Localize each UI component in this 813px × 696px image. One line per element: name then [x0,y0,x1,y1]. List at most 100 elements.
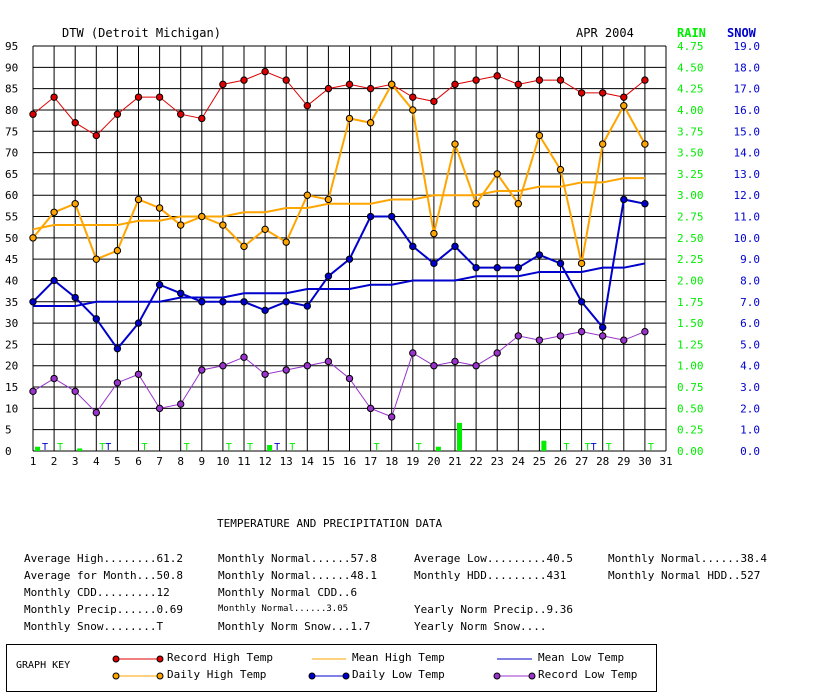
x-tick-label: 14 [301,455,315,468]
point-daily-low [29,298,37,306]
stat-cell: Monthly Normal CDD..6 [218,586,358,599]
key-swatch-marker [112,672,120,680]
snow-trace-mark: T [591,442,597,453]
point-daily-high [71,200,79,208]
point-daily-low [282,298,290,306]
key-label: Record Low Temp [538,668,638,681]
x-tick-label: 12 [258,455,271,468]
snow-tick-label: 1.0 [740,424,760,437]
rain-tick-label: 4.00 [677,104,704,117]
point-record-low [282,366,290,374]
graph-key-swatches [112,655,536,680]
snow-tick-label: 16.0 [734,104,761,117]
y-tick-label: 95 [5,40,18,53]
snow-tick-label: 17.0 [734,83,761,96]
point-record-high [535,76,544,84]
series-line-mean-low [33,262,646,308]
rain-trace-mark: T [184,442,190,453]
point-daily-high [641,140,649,148]
point-daily-low [514,263,522,272]
rain-trace-mark: T [226,442,232,453]
point-record-high [641,76,649,84]
point-record-high [599,89,607,97]
x-tick-label: 30 [638,455,651,468]
graph-key-title: GRAPH KEY [16,660,71,671]
rain-trace-mark: T [606,442,612,453]
stat-cell: Monthly Normal......48.1 [218,569,377,582]
snow-tick-label: 4.0 [740,360,760,373]
rain-trace-mark: T [585,442,591,453]
point-record-low [155,404,164,413]
point-record-low [324,357,333,366]
point-daily-high [29,234,37,242]
rain-tick-label: 2.25 [677,253,704,266]
snow-tick-label: 14.0 [734,147,761,160]
key-label: Mean Low Temp [538,651,625,664]
point-daily-low [388,212,396,221]
point-daily-low [472,263,480,272]
stat-cell: Average for Month...50.8 [24,569,183,582]
x-tick-label: 21 [448,455,461,468]
point-daily-high [240,242,248,251]
rain-trace-mark: T [416,442,422,453]
point-record-high [514,80,522,89]
x-tick-label: 17 [364,455,377,468]
key-swatch-marker [112,655,120,663]
point-record-low [514,332,522,340]
y-tick-label: 35 [5,296,18,309]
rain-tick-label: 3.50 [677,147,704,160]
stat-cell: Monthly CDD.........12 [24,586,170,599]
point-daily-high [472,200,480,208]
rain-trace-mark: T [564,442,570,453]
point-daily-high [430,229,438,238]
x-tick-label: 27 [575,455,588,468]
snow-trace-mark: T [105,442,111,453]
point-daily-high [620,101,628,110]
rain-tick-label: 0.75 [677,381,704,394]
point-daily-low [240,298,248,306]
point-record-high [282,76,290,84]
y-tick-label: 80 [5,104,18,117]
series-line-daily-high [32,82,646,264]
rain-tick-label: 3.00 [677,189,704,202]
series-line-mean-high [32,177,645,231]
point-record-high [366,84,375,93]
rain-bar [77,448,83,451]
point-daily-high [92,255,101,263]
x-tick-label: 28 [596,455,609,468]
point-record-high [577,89,586,97]
point-record-high [50,93,58,101]
chart-series [29,67,649,421]
point-record-low [535,336,544,344]
x-tick-label: 2 [51,455,58,468]
point-record-high [92,131,101,140]
point-daily-high [409,106,417,114]
precip-bars: T T T T T T T T T T T T TT T T T [35,422,654,453]
key-swatch-marker [493,672,501,680]
x-tick-label: 22 [469,455,482,468]
point-daily-high [388,80,396,89]
point-daily-low [451,242,459,251]
snow-tick-label: 10.0 [734,232,761,245]
point-record-low [29,387,37,396]
rain-bar [267,445,273,451]
rain-tick-label: 0.00 [677,445,704,458]
x-tick-label: 8 [177,455,184,468]
point-record-high [113,110,122,118]
y-tick-label: 85 [5,83,18,96]
point-record-high [261,67,269,76]
point-daily-high [219,221,227,229]
y-tick-label: 10 [5,402,18,415]
point-record-low [198,366,206,374]
point-record-low [388,413,396,421]
chart-axes: 1 2 3 4 5 6 7 8 9 10 11 12 13 14 15 16 17 18 19 20 21 22 23 24 2… [5,40,760,468]
point-record-low [71,387,79,396]
point-record-low [50,374,58,383]
point-daily-high [261,225,269,234]
chart-grid [32,45,667,452]
point-record-high [240,76,248,84]
rain-trace-mark: T [374,442,380,453]
point-record-low [451,357,459,366]
point-daily-high [493,170,501,178]
point-record-low [92,408,101,417]
